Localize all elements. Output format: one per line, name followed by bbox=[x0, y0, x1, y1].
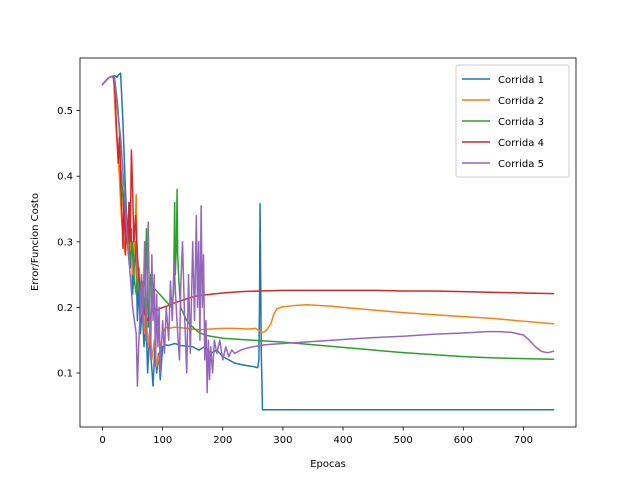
x-tick-label: 200 bbox=[213, 435, 232, 446]
x-tick-label: 400 bbox=[333, 435, 352, 446]
y-tick-label: 0.1 bbox=[57, 369, 73, 380]
legend-label-1: Corrida 1 bbox=[498, 75, 544, 86]
x-axis-label: Epocas bbox=[310, 459, 346, 470]
y-axis-label: Error/Funcion Costo bbox=[30, 193, 41, 291]
x-tick-label: 0 bbox=[99, 435, 105, 446]
x-tick-label: 300 bbox=[273, 435, 292, 446]
series-line-5 bbox=[101, 75, 555, 394]
series-lines bbox=[101, 72, 555, 411]
legend-label-4: Corrida 4 bbox=[498, 138, 544, 149]
x-tick-label: 100 bbox=[153, 435, 172, 446]
legend-label-3: Corrida 3 bbox=[498, 117, 544, 128]
plot-area bbox=[101, 72, 555, 411]
y-tick-label: 0.2 bbox=[57, 303, 73, 314]
plot-frame bbox=[79, 57, 577, 428]
x-tick-label: 600 bbox=[454, 435, 473, 446]
legend-label-2: Corrida 2 bbox=[498, 96, 544, 107]
legend: Corrida 1 Corrida 2 Corrida 3 Corrida 4 Corr… bbox=[455, 64, 570, 178]
series-line-4 bbox=[101, 75, 555, 322]
x-tick-label: 700 bbox=[514, 435, 533, 446]
x-tick-label: 500 bbox=[394, 435, 413, 446]
y-tick-label: 0.3 bbox=[57, 237, 73, 248]
y-tick-label: 0.5 bbox=[57, 106, 73, 117]
y-tick-label: 0.4 bbox=[57, 172, 73, 183]
axes: 0 100 200 300 400 500 600 700 0.1 0.2 0.3 0.4 0.5 bbox=[57, 57, 577, 446]
legend-label-5: Corrida 5 bbox=[498, 159, 544, 170]
legend-box bbox=[455, 64, 570, 178]
